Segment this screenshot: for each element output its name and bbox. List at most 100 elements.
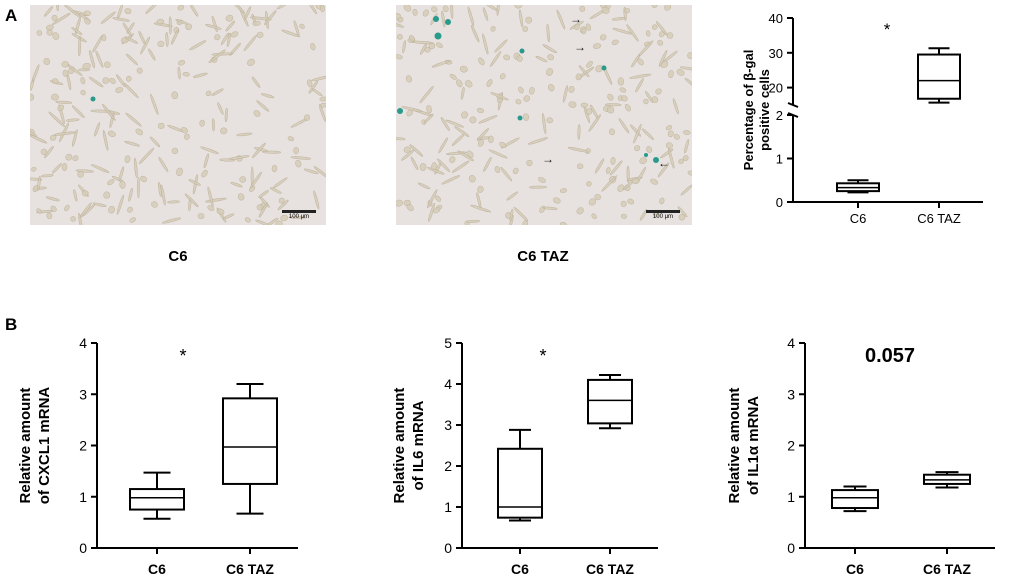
cell (177, 66, 181, 80)
cell (586, 60, 593, 68)
cell (293, 146, 299, 155)
cell (51, 93, 59, 101)
cell (308, 80, 319, 94)
cell (641, 128, 654, 140)
micrograph-c6-cells (30, 5, 326, 225)
cell (619, 87, 627, 93)
cell (237, 193, 245, 201)
cell (189, 40, 207, 51)
significance-annotation: * (539, 346, 546, 366)
cell (476, 128, 489, 142)
cell (305, 5, 318, 15)
cell (175, 19, 188, 25)
cell (117, 5, 123, 20)
cell (581, 27, 587, 35)
cell (165, 31, 169, 47)
y-tick-label: 1 (79, 489, 87, 505)
cell (419, 86, 434, 104)
cell (618, 118, 630, 134)
cell (150, 93, 159, 115)
cell (547, 54, 554, 61)
cell (523, 95, 531, 102)
cell (256, 100, 270, 112)
cell (299, 23, 305, 29)
cell (482, 7, 489, 21)
cell (467, 6, 475, 27)
y-tick-label: 4 (787, 335, 795, 351)
cell (116, 194, 125, 215)
cell (542, 44, 558, 54)
cell (667, 130, 674, 138)
cell (611, 39, 619, 46)
cell (66, 118, 80, 122)
cell (219, 158, 235, 162)
cell (456, 79, 463, 88)
y-tick-label: 0 (776, 195, 783, 210)
cell (178, 60, 186, 66)
cell (50, 205, 57, 212)
y-tick-label: 4 (79, 335, 87, 351)
cell (71, 105, 85, 119)
cell (514, 5, 523, 9)
cell (295, 159, 302, 168)
x-tick-label: C6 TAZ (923, 561, 971, 577)
x-tick-label: C6 TAZ (226, 561, 274, 577)
y-tick-label: 1 (787, 489, 795, 505)
cell (470, 204, 492, 213)
cell (157, 122, 165, 129)
cell (412, 8, 418, 16)
cell (88, 76, 104, 88)
cell (454, 126, 470, 138)
cell (471, 24, 480, 43)
cell (233, 5, 246, 14)
cell (251, 76, 261, 88)
micrograph-c6: 100 μm (30, 5, 326, 225)
cell (244, 6, 252, 20)
cell (518, 86, 524, 94)
cell (546, 68, 554, 76)
cell (288, 215, 307, 219)
cell (426, 105, 432, 114)
cell (601, 175, 618, 192)
cell (609, 160, 623, 176)
y-axis-label-line: of IL6 mRNA (410, 400, 427, 490)
cell (30, 129, 38, 137)
cell (553, 197, 561, 204)
cell (490, 92, 509, 101)
cell (72, 155, 79, 162)
cell (488, 149, 508, 159)
cell (211, 88, 224, 96)
cell (184, 193, 199, 208)
cell (624, 104, 631, 112)
y-axis-label-line: Percentage of β-gal (741, 50, 756, 171)
micrograph-c6-taz-cells (396, 5, 692, 225)
y-tick-label: 0 (79, 540, 87, 556)
cell (527, 137, 549, 145)
cell (588, 114, 601, 132)
cell (290, 156, 312, 160)
panel-label-a: A (5, 6, 18, 25)
cell (449, 156, 456, 163)
micrograph-caption-c6-taz: C6 TAZ (517, 248, 569, 265)
cell (438, 137, 449, 154)
cell (320, 5, 325, 13)
cell (580, 102, 589, 108)
scale-bar: 100 μm (646, 210, 680, 220)
cell (651, 5, 658, 8)
cell (410, 156, 419, 171)
cell (658, 49, 668, 67)
cell (224, 107, 228, 123)
cell (607, 93, 614, 101)
cell (313, 166, 326, 179)
scale-bar-label: 100 μm (288, 214, 310, 220)
cell (590, 104, 599, 119)
cell (499, 141, 507, 149)
cell (526, 159, 533, 167)
cell (258, 190, 269, 198)
stained-cell (601, 65, 607, 71)
y-tick-label: 5 (444, 335, 452, 351)
cell (319, 96, 326, 102)
cell (287, 136, 294, 142)
cell (483, 156, 492, 172)
cell (631, 178, 640, 184)
